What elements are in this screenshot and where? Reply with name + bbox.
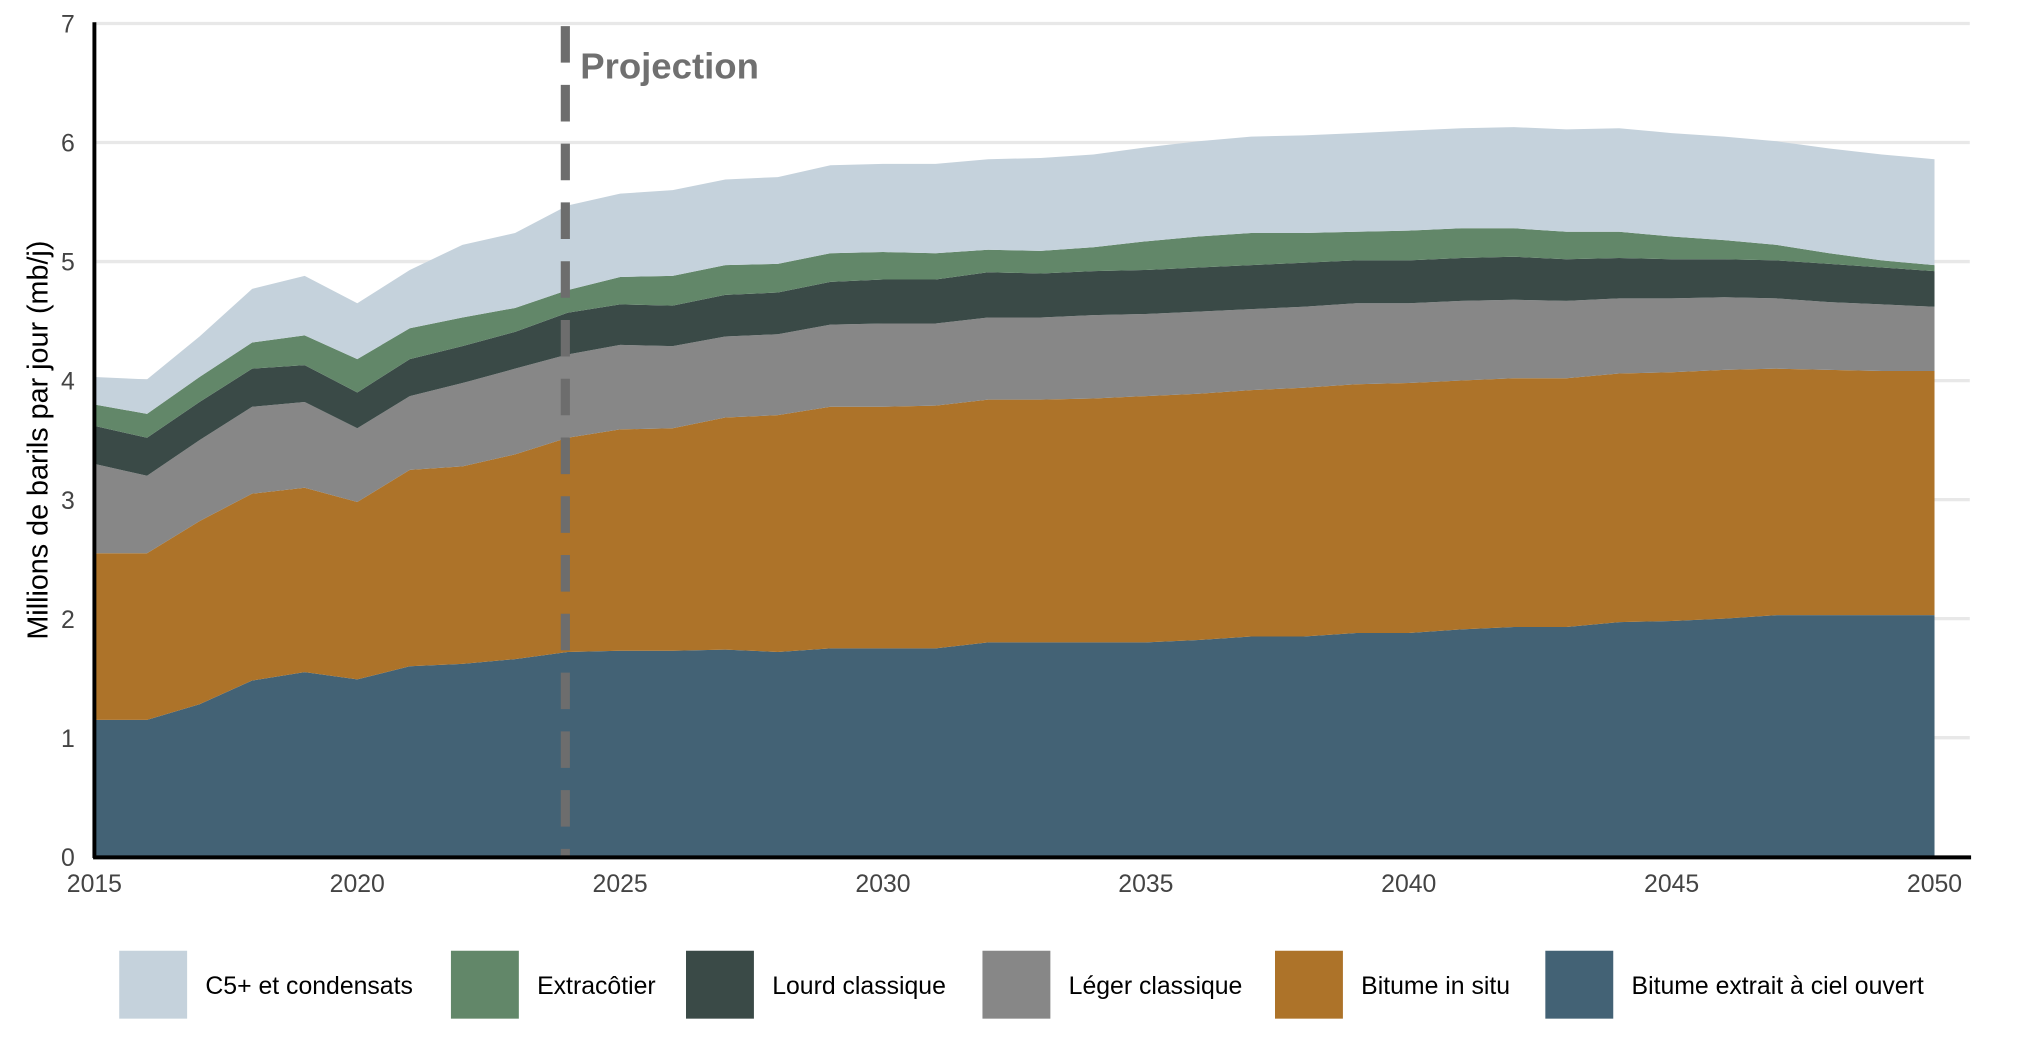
legend-label: Léger classique xyxy=(1069,973,1243,1000)
area-2 xyxy=(94,297,1935,554)
area-0 xyxy=(94,615,1935,857)
legend-item: C5+ et condensats xyxy=(119,950,413,1019)
y-axis-label: Millions de barils par jour (mb/j) xyxy=(22,241,54,640)
legend-item: Léger classique xyxy=(982,950,1243,1019)
x-tick-label: 2045 xyxy=(1644,871,1699,898)
projection-label: Projection xyxy=(580,45,759,86)
legend-swatch xyxy=(450,950,519,1019)
legend-swatch xyxy=(1545,950,1614,1019)
legend-item: Lourd classique xyxy=(686,950,946,1019)
legend-swatch xyxy=(119,950,188,1019)
legend-swatch xyxy=(1275,950,1343,1019)
y-tick-label: 5 xyxy=(61,250,75,277)
legend-swatch xyxy=(686,950,754,1019)
y-tick-labels: 0 1 2 3 4 5 6 7 xyxy=(61,12,75,872)
x-tick-label: 2035 xyxy=(1118,871,1173,898)
x-tick-label: 2040 xyxy=(1381,871,1436,898)
y-tick-label: 2 xyxy=(61,607,75,634)
y-tick-label: 0 xyxy=(61,845,75,872)
legend-item: Bitume extrait à ciel ouvert xyxy=(1545,950,1924,1019)
area-5 xyxy=(94,127,1935,414)
legend-label: C5+ et condensats xyxy=(205,973,412,1000)
y-tick-label: 6 xyxy=(61,131,75,158)
area-4 xyxy=(94,228,1935,438)
x-tick-label: 2020 xyxy=(330,871,385,898)
legend-item: Bitume in situ xyxy=(1275,950,1510,1019)
x-tick-labels: 2015 2020 2025 2030 2035 2040 2045 2050 xyxy=(67,871,1962,898)
area-series xyxy=(94,127,1935,857)
legend-label: Lourd classique xyxy=(772,973,946,1000)
x-tick-label: 2025 xyxy=(593,871,648,898)
y-tick-label: 4 xyxy=(61,369,75,396)
y-tick-label: 7 xyxy=(61,12,75,39)
legend: C5+ et condensats Extracôtier Lourd classi… xyxy=(119,950,1924,1019)
legend-label: Extracôtier xyxy=(537,973,656,1000)
x-tick-label: 2030 xyxy=(855,871,910,898)
legend-item: Extracôtier xyxy=(450,950,656,1019)
legend-label: Bitume extrait à ciel ouvert xyxy=(1632,973,1924,1000)
y-tick-label: 1 xyxy=(61,726,75,753)
x-tick-label: 2015 xyxy=(67,871,122,898)
area-1 xyxy=(94,368,1935,720)
x-tick-label: 2050 xyxy=(1907,871,1962,898)
area-3 xyxy=(94,256,1935,476)
legend-swatch xyxy=(982,950,1051,1019)
y-tick-label: 3 xyxy=(61,488,75,515)
legend-label: Bitume in situ xyxy=(1361,973,1510,1000)
